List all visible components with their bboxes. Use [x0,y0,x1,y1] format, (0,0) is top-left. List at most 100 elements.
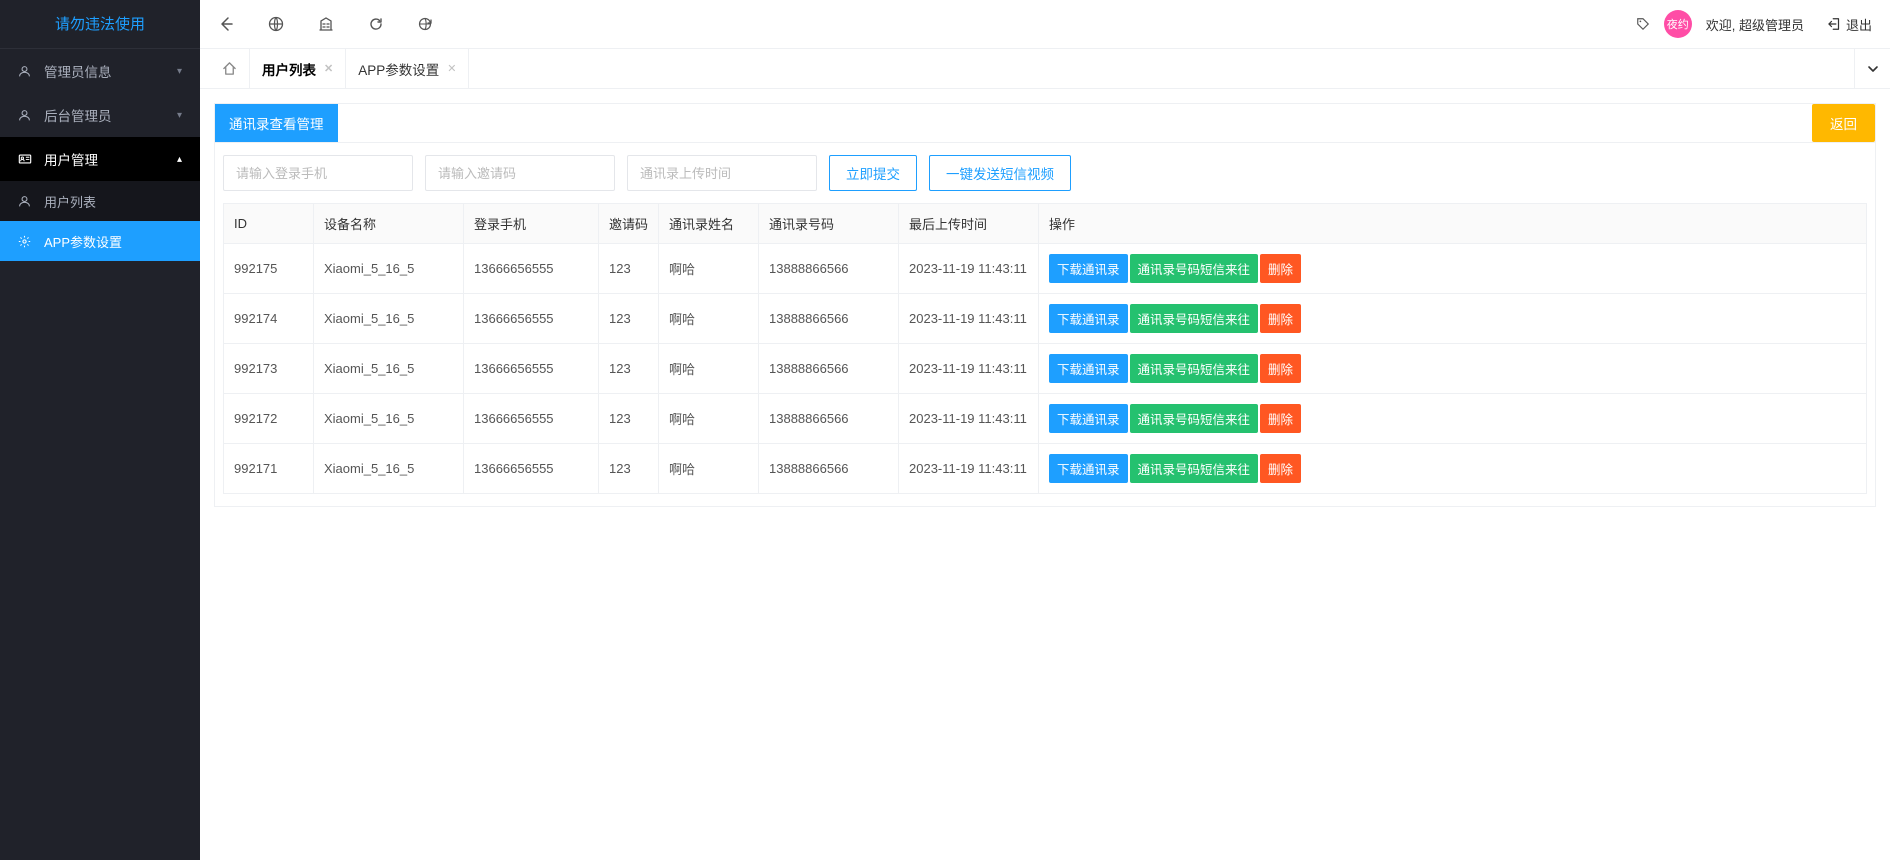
sidebar-item[interactable]: 管理员信息▾ [0,49,200,93]
table-cell: 123 [599,344,659,394]
table-cell-actions: 下载通讯录通讯录号码短信来往删除 [1039,244,1867,294]
globe-icon[interactable] [268,16,284,32]
download-button[interactable]: 下载通讯录 [1049,404,1128,433]
sidebar-sub-label: 用户列表 [44,192,96,211]
table-cell: 啊哈 [659,344,759,394]
table-cell: Xiaomi_5_16_5 [314,294,464,344]
table-header-cell: 设备名称 [314,204,464,244]
table-cell: 2023-11-19 11:43:11 [899,294,1039,344]
tab-dropdown[interactable] [1854,49,1890,88]
table-cell: 992172 [224,394,314,444]
sms-button[interactable]: 通讯录号码短信来往 [1130,254,1259,283]
logout-button[interactable]: 退出 [1828,15,1872,34]
topbar-left [218,16,434,32]
table-cell: 13888866566 [759,344,899,394]
table-cell-actions: 下载通讯录通讯录号码短信来往删除 [1039,294,1867,344]
table-cell-actions: 下载通讯录通讯录号码短信来往删除 [1039,344,1867,394]
sidebar-item-label: 用户管理 [44,149,177,169]
sms-button[interactable]: 通讯录号码短信来往 [1130,454,1259,483]
sidebar-sub-item[interactable]: APP参数设置 [0,221,200,261]
delete-button[interactable]: 删除 [1260,404,1301,433]
table-cell: 123 [599,444,659,494]
avatar[interactable]: 夜约 [1664,10,1692,38]
delete-button[interactable]: 删除 [1260,254,1301,283]
table-cell: 13888866566 [759,444,899,494]
logout-icon [1828,17,1842,31]
submit-button[interactable]: 立即提交 [829,155,917,191]
invite-input[interactable] [425,155,615,191]
table-cell: 13666656555 [464,394,599,444]
table-cell: Xiaomi_5_16_5 [314,344,464,394]
sidebar-item[interactable]: 用户管理▴ [0,137,200,181]
table-header-cell: ID [224,204,314,244]
sidebar-item-label: 管理员信息 [44,61,177,81]
table-cell: 13888866566 [759,294,899,344]
card-title: 通讯录查看管理 [215,104,338,142]
table-cell: 992171 [224,444,314,494]
tab[interactable]: 用户列表 ✕ [250,49,346,88]
back-arrow-icon[interactable] [218,16,234,32]
sidebar-menu: 管理员信息▾后台管理员▾用户管理▴用户列表APP参数设置 [0,49,200,261]
table-header-row: ID设备名称登录手机邀请码通讯录姓名通讯录号码最后上传时间操作 [224,204,1867,244]
tab[interactable]: APP参数设置 ✕ [346,49,469,88]
table-cell: 2023-11-19 11:43:11 [899,344,1039,394]
filters: 立即提交 一键发送短信视频 [215,143,1875,203]
table-cell: 992175 [224,244,314,294]
logout-label: 退出 [1846,15,1872,34]
table-cell: 2023-11-19 11:43:11 [899,394,1039,444]
main-area: 夜约 欢迎, 超级管理员 退出 用户列表 ✕ APP参数设置 ✕ 通讯录查看管理 [200,0,1890,860]
gear-icon [18,235,36,248]
table-header-cell: 邀请码 [599,204,659,244]
user-icon [18,65,36,78]
table-row: 992173Xiaomi_5_16_513666656555123啊哈13888… [224,344,1867,394]
upload-time-input[interactable] [627,155,817,191]
topbar: 夜约 欢迎, 超级管理员 退出 [200,0,1890,49]
table-cell: 123 [599,394,659,444]
delete-button[interactable]: 删除 [1260,354,1301,383]
table-header-cell: 登录手机 [464,204,599,244]
sidebar-item[interactable]: 后台管理员▾ [0,93,200,137]
table-cell: 2023-11-19 11:43:11 [899,444,1039,494]
table-row: 992172Xiaomi_5_16_513666656555123啊哈13888… [224,394,1867,444]
tab-label: APP参数设置 [358,59,439,79]
sms-button[interactable]: 通讯录号码短信来往 [1130,404,1259,433]
welcome-text: 欢迎, 超级管理员 [1706,15,1804,34]
back-button[interactable]: 返回 [1812,104,1875,142]
sidebar-sub-label: APP参数设置 [44,232,122,251]
phone-input[interactable] [223,155,413,191]
table-cell: Xiaomi_5_16_5 [314,244,464,294]
user-icon [18,109,36,122]
table-cell-actions: 下载通讯录通讯录号码短信来往删除 [1039,444,1867,494]
table-cell-actions: 下载通讯录通讯录号码短信来往删除 [1039,394,1867,444]
download-button[interactable]: 下载通讯录 [1049,254,1128,283]
refresh-icon[interactable] [368,16,384,32]
tabbar: 用户列表 ✕ APP参数设置 ✕ [200,49,1890,89]
download-button[interactable]: 下载通讯录 [1049,454,1128,483]
sidebar-item-label: 后台管理员 [44,105,177,125]
tag-icon[interactable] [1636,17,1650,31]
tab-home[interactable] [210,49,250,88]
person-icon [18,195,36,208]
card-header: 通讯录查看管理 返回 [215,104,1875,143]
delete-button[interactable]: 删除 [1260,304,1301,333]
sidebar-sub-item[interactable]: 用户列表 [0,181,200,221]
chevron-down-icon: ▾ [177,66,182,77]
table-row: 992175Xiaomi_5_16_513666656555123啊哈13888… [224,244,1867,294]
sms-button[interactable]: 通讯录号码短信来往 [1130,354,1259,383]
sms-button[interactable]: 通讯录号码短信来往 [1130,304,1259,333]
download-button[interactable]: 下载通讯录 [1049,304,1128,333]
close-icon[interactable]: ✕ [324,62,333,75]
table-cell: 13666656555 [464,294,599,344]
globe-refresh-icon[interactable] [418,16,434,32]
chevron-up-icon: ▴ [177,154,182,165]
send-sms-button[interactable]: 一键发送短信视频 [929,155,1071,191]
tab-label: 用户列表 [262,59,316,79]
close-icon[interactable]: ✕ [447,62,456,75]
table-header-cell: 通讯录号码 [759,204,899,244]
table-cell: 啊哈 [659,444,759,494]
table-row: 992174Xiaomi_5_16_513666656555123啊哈13888… [224,294,1867,344]
delete-button[interactable]: 删除 [1260,454,1301,483]
building-icon[interactable] [318,16,334,32]
download-button[interactable]: 下载通讯录 [1049,354,1128,383]
topbar-right: 夜约 欢迎, 超级管理员 退出 [1636,10,1872,38]
